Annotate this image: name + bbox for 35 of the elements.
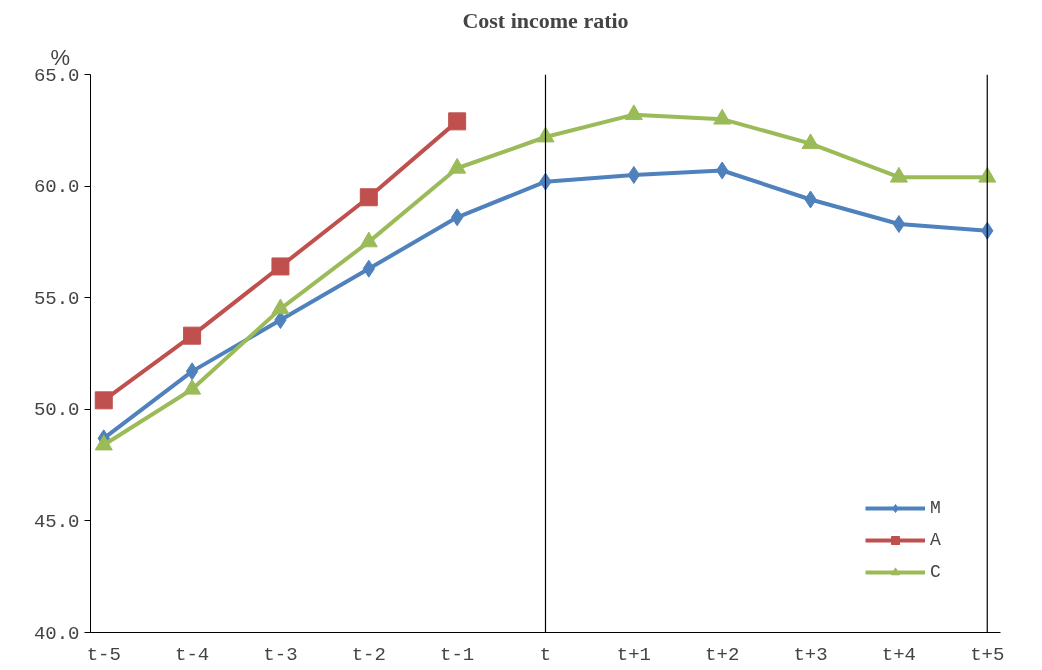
x-tick-label: t+4 (881, 643, 917, 666)
point (801, 133, 820, 150)
point (94, 391, 113, 410)
y-tick-label: 40.0 (33, 622, 80, 645)
legend-label: C (930, 562, 942, 582)
point (889, 166, 908, 183)
y-tick-label: 50.0 (33, 399, 80, 422)
x-tick-label: t+5 (970, 643, 1005, 666)
point (448, 112, 467, 131)
y-tick-label: 45.0 (33, 510, 80, 533)
x-tick-label: t+2 (705, 643, 740, 666)
point (183, 326, 202, 345)
x-tick-label: t-1 (440, 643, 475, 666)
point (892, 215, 906, 234)
x-tick-label: t-5 (86, 643, 121, 666)
y-tick-label: 55.0 (33, 287, 80, 310)
y-tick-label: 60.0 (33, 176, 80, 199)
point (359, 188, 378, 207)
legend-label: M (930, 498, 942, 518)
point (627, 165, 641, 184)
point (713, 108, 732, 125)
point (448, 157, 467, 174)
x-tick-label: t (539, 643, 552, 666)
x-tick-label: t-4 (175, 643, 210, 666)
point (624, 104, 643, 121)
point (450, 208, 464, 227)
point (359, 231, 378, 248)
legend-label: A (930, 530, 942, 550)
x-tick-label: t-2 (351, 643, 386, 666)
x-tick-label: t-3 (263, 643, 298, 666)
point (271, 257, 290, 276)
point (185, 362, 199, 381)
x-tick-label: t+1 (616, 643, 651, 666)
x-tick-label: t+3 (793, 643, 828, 666)
chart-title: Cost income ratio (462, 7, 629, 33)
